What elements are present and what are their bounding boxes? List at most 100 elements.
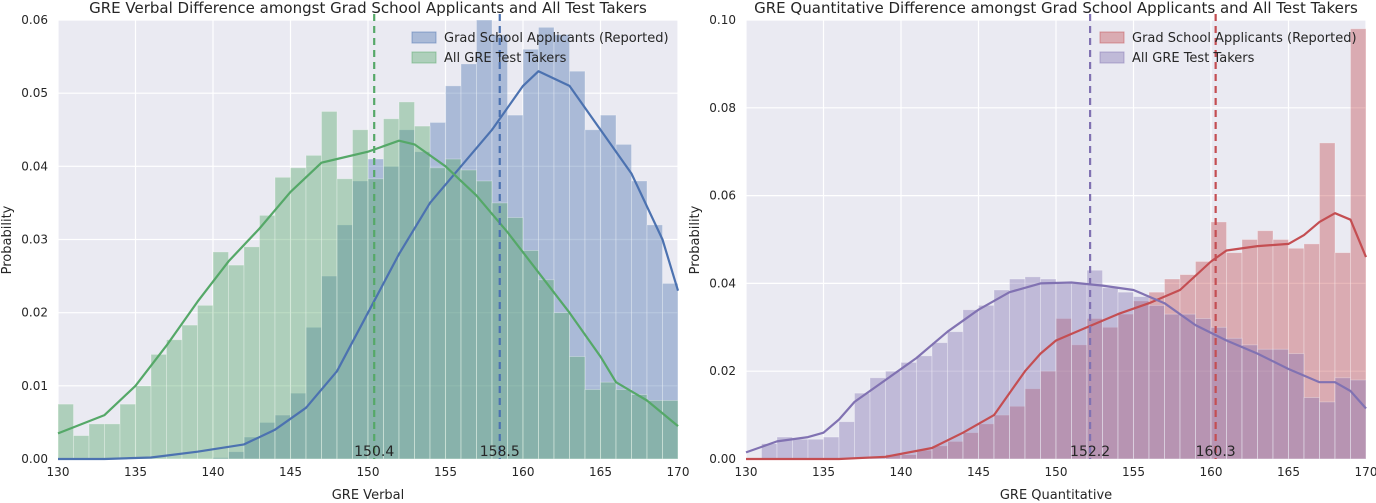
right-bar-series-0 [978, 423, 995, 460]
right-bar-series-1 [1024, 276, 1041, 460]
right-kde-line-series-0 [746, 212, 1368, 461]
right-bar-series-1 [807, 438, 824, 460]
right-bar-series-0 [1272, 239, 1289, 460]
right-bar-series-1 [1148, 304, 1165, 460]
right-y-tick-label: 0.06 [709, 189, 736, 203]
left-bar-series-1 [73, 435, 90, 460]
left-bar-series-1 [445, 158, 462, 460]
right-mean-label-series-1: 152.2 [1070, 444, 1110, 460]
right-x-tick-label: 135 [812, 465, 835, 479]
left-y-tick-label: 0.03 [21, 233, 48, 247]
right-chart-panel: 160.3 152.2 130 135 140 145 150 155 160 165 170 0.0… [709, 13, 1376, 479]
left-kde-line-series-0 [58, 70, 680, 461]
left-x-tick-label: 165 [589, 465, 612, 479]
right-x-tick-label: 140 [890, 465, 913, 479]
right-bar-series-1 [869, 377, 886, 460]
right-bar-series-0 [1334, 252, 1351, 460]
right-bar-series-0 [1133, 300, 1150, 460]
left-legend-label-1: All GRE Test Takers [444, 51, 567, 66]
left-y-tick-label: 0.02 [21, 306, 48, 320]
right-bar-series-0 [1102, 326, 1119, 460]
right-chart-title: GRE Quantitative Difference amongst Grad… [754, 0, 1358, 17]
right-y-tick-label: 0.08 [709, 101, 736, 115]
left-bar-series-1 [336, 178, 353, 460]
right-bar-series-1 [900, 362, 917, 460]
left-bar-series-1 [460, 169, 477, 460]
left-y-axis-label: Probability [0, 205, 15, 274]
left-mean-label-series-0: 158.5 [480, 444, 520, 460]
right-x-tick-label: 165 [1277, 465, 1300, 479]
left-bar-series-1 [662, 400, 679, 460]
right-kde-line-series-1 [745, 281, 1367, 454]
right-bar-series-0 [931, 445, 948, 460]
right-bar-series-0 [1009, 405, 1026, 460]
left-bar-series-0 [631, 180, 648, 460]
left-kde-line-series-1 [57, 139, 679, 435]
right-bar-series-1 [838, 421, 855, 460]
right-bar-series-1 [1055, 282, 1072, 460]
right-y-tick-label: 0.04 [709, 276, 736, 290]
right-bar-series-1 [1040, 278, 1057, 460]
left-bar-series-1 [429, 167, 446, 460]
left-bar-series-1 [367, 178, 384, 460]
left-bar-series-1 [259, 214, 276, 460]
left-bar-series-1 [305, 154, 322, 460]
right-bar-series-1 [1241, 344, 1258, 460]
left-bar-series-0 [584, 129, 601, 460]
right-bar-series-0 [1195, 261, 1212, 460]
right-bar-series-0 [1148, 291, 1165, 460]
left-bar-series-1 [646, 400, 663, 460]
left-bar-series-1 [88, 423, 105, 460]
left-bar-series-1 [119, 403, 136, 460]
left-bar-series-0 [553, 34, 570, 460]
left-legend-swatch-1 [411, 51, 437, 64]
right-bar-series-1 [931, 342, 948, 460]
right-bar-series-1 [792, 438, 809, 460]
left-legend-swatch-0 [411, 31, 437, 44]
right-bar-series-1 [962, 309, 979, 460]
left-bar-series-1 [197, 304, 214, 460]
left-bar-series-0 [305, 326, 322, 460]
left-y-tick-label: 0.05 [21, 86, 48, 100]
left-x-tick-label: 160 [512, 465, 535, 479]
right-bar-series-0 [1024, 388, 1041, 460]
right-x-axis-label: GRE Quantitative [1000, 488, 1112, 503]
left-bar-series-1 [600, 381, 617, 460]
left-bar-series-0 [507, 114, 524, 460]
left-x-axis-label: GRE Verbal [332, 488, 405, 503]
left-y-tick-label: 0.04 [21, 159, 48, 173]
right-bar-series-1 [1195, 318, 1212, 460]
right-x-tick-label: 160 [1200, 465, 1223, 479]
left-x-tick-label: 130 [47, 465, 70, 479]
right-bar-series-1 [1117, 291, 1134, 460]
left-bar-series-1 [569, 356, 586, 460]
left-x-tick-label: 170 [667, 465, 690, 479]
right-bar-series-1 [854, 392, 871, 460]
left-bar-series-0 [538, 26, 555, 460]
left-bar-series-1 [507, 217, 524, 460]
right-legend-label-0: Grad School Applicants (Reported) [1132, 31, 1357, 46]
left-bar-series-0 [615, 143, 632, 460]
right-bar-series-1 [1179, 313, 1196, 460]
left-bar-series-1 [274, 176, 291, 460]
right-bar-series-0 [1117, 313, 1134, 460]
left-bar-series-1 [290, 167, 307, 460]
right-x-tick-label: 150 [1045, 465, 1068, 479]
left-x-tick-label: 155 [434, 465, 457, 479]
left-mean-label-series-1: 150.4 [354, 444, 394, 460]
right-bar-series-1 [1257, 348, 1274, 460]
left-bar-series-0 [398, 129, 415, 460]
right-mean-label-series-0: 160.3 [1196, 444, 1236, 460]
right-bar-series-0 [947, 441, 964, 460]
left-bar-series-0 [352, 180, 369, 460]
right-bar-series-1 [1102, 287, 1119, 460]
right-x-tick-label: 155 [1122, 465, 1145, 479]
left-bar-series-0 [569, 70, 586, 460]
right-bar-series-1 [1009, 278, 1026, 460]
right-bar-series-0 [1257, 230, 1274, 460]
left-bar-series-1 [243, 246, 260, 460]
left-chart-panel: 158.5 150.4 130 135 140 145 150 155 160 165 170 0.0… [21, 13, 689, 479]
right-x-tick-label: 170 [1355, 465, 1376, 479]
left-bar-series-0 [414, 151, 431, 460]
